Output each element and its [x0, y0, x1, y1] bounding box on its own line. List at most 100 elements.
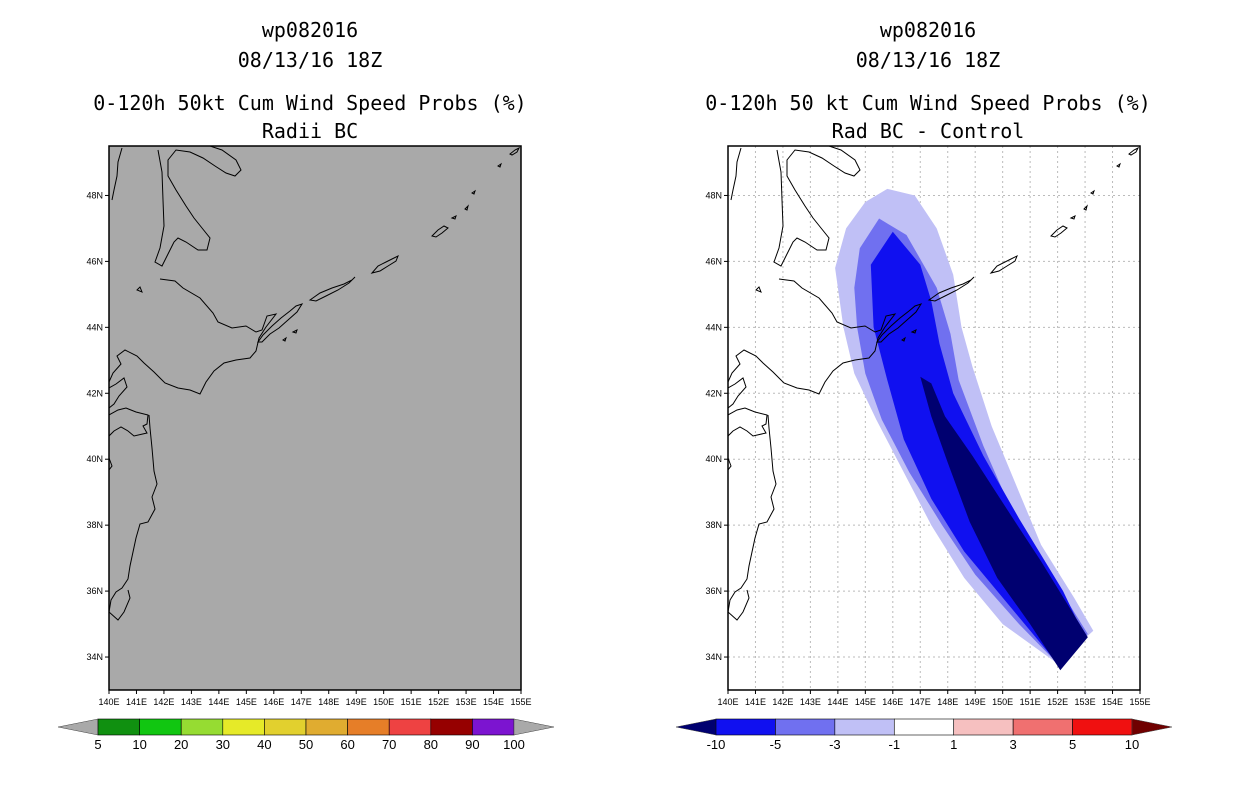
- colorbar-swatch: [1012, 718, 1073, 736]
- colorbar-swatch: [264, 718, 307, 736]
- x-tick-label: 147E: [910, 697, 931, 707]
- colorbar-label: 10: [132, 737, 146, 752]
- right-title: 0-120h 50 kt Cum Wind Speed Probs (%): [705, 91, 1151, 115]
- left-panel: wp082016 08/13/16 18Z 0-120h 50kt Cum Wi…: [57, 18, 555, 752]
- x-tick-label: 143E: [181, 697, 202, 707]
- colorbar-label: 40: [257, 737, 271, 752]
- colorbar-swatch: [893, 718, 955, 736]
- right-datetime: 08/13/16 18Z: [856, 48, 1001, 72]
- left-map-frame: [108, 145, 522, 691]
- x-tick-label: 145E: [236, 697, 257, 707]
- colorbar-label: -1: [889, 737, 901, 752]
- colorbar-label: 20: [174, 737, 188, 752]
- x-tick-label: 142E: [153, 697, 174, 707]
- colorbar-swatch: [1072, 718, 1133, 736]
- x-tick-label: 140E: [717, 697, 738, 707]
- x-tick-label: 141E: [745, 697, 766, 707]
- colorbar-under-triangle: [57, 718, 99, 736]
- left-storm-id: wp082016: [262, 18, 358, 42]
- colorbar-swatch: [953, 718, 1014, 736]
- colorbar-swatch: [347, 718, 390, 736]
- y-tick-label: 46N: [705, 256, 722, 266]
- colorbar-swatch: [97, 718, 140, 736]
- y-tick-label: 36N: [86, 586, 103, 596]
- y-tick-label: 46N: [86, 256, 103, 266]
- y-tick-label: 40N: [86, 454, 103, 464]
- y-tick-label: 34N: [86, 652, 103, 662]
- x-tick-label: 149E: [965, 697, 986, 707]
- x-tick-label: 154E: [1102, 697, 1123, 707]
- left-map-background: [109, 146, 521, 690]
- x-tick-label: 148E: [937, 697, 958, 707]
- colorbar-swatch: [180, 718, 224, 736]
- colorbar-swatch: [472, 718, 515, 736]
- colorbar-label: 10: [1125, 737, 1139, 752]
- right-storm-id: wp082016: [880, 18, 976, 42]
- y-tick-label: 36N: [705, 586, 722, 596]
- x-tick-label: 146E: [263, 697, 284, 707]
- y-tick-label: 42N: [86, 388, 103, 398]
- y-tick-label: 48N: [86, 190, 103, 200]
- colorbar-label: 80: [424, 737, 438, 752]
- colorbar-label: 3: [1010, 737, 1017, 752]
- y-tick-label: 40N: [705, 454, 722, 464]
- x-tick-label: 152E: [1047, 697, 1068, 707]
- y-tick-label: 38N: [86, 520, 103, 530]
- x-tick-label: 151E: [1020, 697, 1041, 707]
- x-tick-label: 155E: [1129, 697, 1150, 707]
- colorbar-swatch: [834, 718, 895, 736]
- colorbar-label: 70: [382, 737, 396, 752]
- y-tick-label: 34N: [705, 652, 722, 662]
- colorbar-swatch: [222, 718, 265, 736]
- x-tick-label: 144E: [827, 697, 848, 707]
- y-tick-label: 48N: [705, 190, 722, 200]
- x-tick-label: 149E: [346, 697, 367, 707]
- colorbar-label: 30: [216, 737, 230, 752]
- x-tick-label: 144E: [208, 697, 229, 707]
- y-tick-label: 38N: [705, 520, 722, 530]
- x-tick-label: 148E: [318, 697, 339, 707]
- colorbar-under-triangle: [675, 718, 717, 736]
- x-tick-label: 151E: [401, 697, 422, 707]
- colorbar-swatch: [775, 718, 836, 736]
- colorbar-label: -3: [829, 737, 841, 752]
- x-tick-label: 142E: [772, 697, 793, 707]
- x-tick-label: 155E: [510, 697, 531, 707]
- right-map-frame: [727, 145, 1141, 691]
- colorbar-label: 100: [503, 737, 525, 752]
- left-colorbar: 5 10 20 30 40 50 60 70 80 90 100: [57, 718, 555, 752]
- colorbar-over-triangle: [513, 718, 555, 736]
- colorbar-swatch: [139, 718, 182, 736]
- right-colorbar: -10 -5 -3 -1 1 3 5 10: [675, 718, 1173, 752]
- colorbar-label: 50: [299, 737, 313, 752]
- left-title: 0-120h 50kt Cum Wind Speed Probs (%): [93, 91, 526, 115]
- colorbar-label: 90: [465, 737, 479, 752]
- y-tick-label: 44N: [705, 322, 722, 332]
- x-tick-label: 154E: [483, 697, 504, 707]
- x-tick-label: 141E: [126, 697, 147, 707]
- colorbar-label: 1: [950, 737, 957, 752]
- x-tick-label: 146E: [882, 697, 903, 707]
- x-tick-label: 153E: [1075, 697, 1096, 707]
- left-datetime: 08/13/16 18Z: [238, 48, 383, 72]
- right-subtitle: Rad BC - Control: [832, 119, 1025, 143]
- colorbar-label: 5: [94, 737, 101, 752]
- colorbar-swatch: [430, 718, 473, 736]
- colorbar-label: -10: [707, 737, 726, 752]
- colorbar-swatch: [388, 718, 432, 736]
- x-tick-label: 145E: [855, 697, 876, 707]
- y-tick-label: 44N: [86, 322, 103, 332]
- right-panel: wp082016 08/13/16 18Z 0-120h 50 kt Cum W…: [675, 18, 1173, 752]
- colorbar-over-triangle: [1131, 718, 1173, 736]
- x-tick-label: 147E: [291, 697, 312, 707]
- left-subtitle: Radii BC: [262, 119, 358, 143]
- x-tick-label: 150E: [992, 697, 1013, 707]
- colorbar-label: -5: [770, 737, 782, 752]
- x-tick-label: 140E: [98, 697, 119, 707]
- x-tick-label: 150E: [373, 697, 394, 707]
- colorbar-label: 60: [340, 737, 354, 752]
- x-tick-label: 152E: [428, 697, 449, 707]
- y-tick-label: 42N: [705, 388, 722, 398]
- colorbar-swatch: [305, 718, 348, 736]
